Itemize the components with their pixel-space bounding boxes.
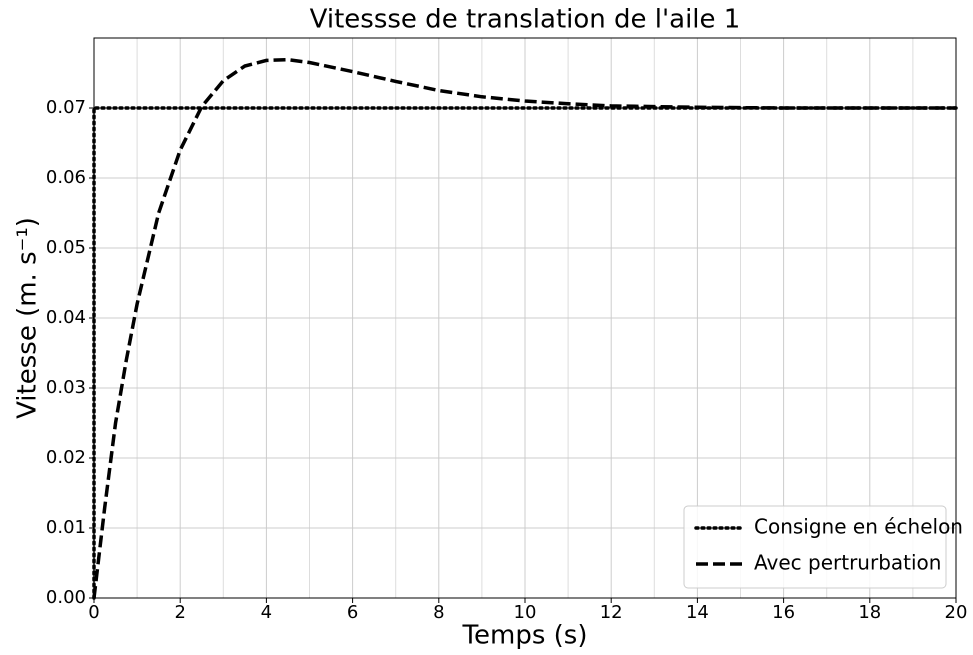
y-tick-label: 0.00 (46, 587, 86, 608)
legend-label: Avec pertrurbation (754, 551, 941, 575)
y-tick-label: 0.01 (46, 517, 86, 538)
y-tick-label: 0.07 (46, 97, 86, 118)
legend-label: Consigne en échelon (754, 515, 963, 539)
y-axis-label: Vitesse (m. s⁻¹) (13, 217, 43, 419)
x-tick-label: 4 (261, 602, 272, 623)
x-tick-label: 2 (174, 602, 185, 623)
y-tick-label: 0.04 (46, 307, 86, 328)
x-tick-label: 10 (514, 602, 537, 623)
chart-title: Vitessse de translation de l'aile 1 (310, 5, 741, 35)
y-tick-label: 0.02 (46, 447, 86, 468)
line-series (92, 57, 956, 599)
x-tick-label: 8 (433, 602, 444, 623)
legend-box (683, 505, 947, 589)
y-tick-label: 0.05 (46, 237, 86, 258)
y-tick-label: 0.03 (46, 377, 86, 398)
x-tick-label: 20 (945, 602, 968, 623)
x-tick-label: 0 (88, 602, 99, 623)
plot-frame (93, 37, 957, 599)
x-axis-label: Temps (s) (462, 621, 588, 651)
x-tick-label: 12 (600, 602, 623, 623)
y-tick-label: 0.06 (46, 167, 86, 188)
x-tick-label: 18 (858, 602, 881, 623)
x-tick-label: 16 (772, 602, 795, 623)
x-tick-label: 14 (686, 602, 709, 623)
x-tick-label: 6 (347, 602, 358, 623)
